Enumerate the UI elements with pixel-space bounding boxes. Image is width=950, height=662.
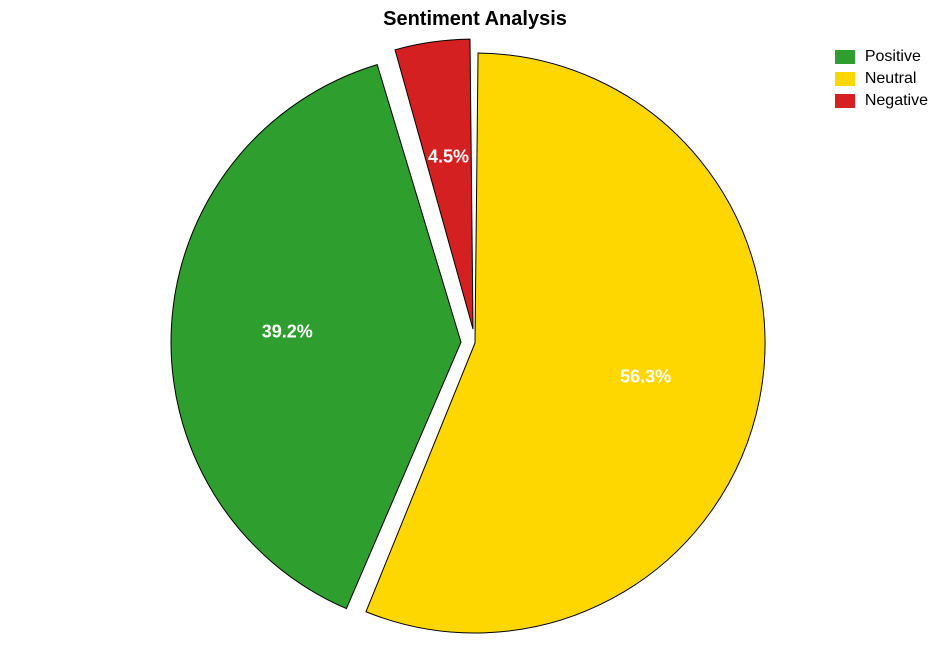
legend-swatch xyxy=(835,94,855,108)
slice-label-negative: 4.5% xyxy=(428,146,469,167)
slice-label-neutral: 56.3% xyxy=(620,367,671,388)
pie-chart xyxy=(0,0,950,662)
chart-container: Sentiment Analysis Positive Neutral Nega… xyxy=(0,0,950,662)
legend-label: Neutral xyxy=(865,70,917,88)
legend-swatch xyxy=(835,72,855,86)
legend-label: Negative xyxy=(865,92,928,110)
legend-label: Positive xyxy=(865,48,921,66)
legend: Positive Neutral Negative xyxy=(835,48,928,110)
legend-item: Neutral xyxy=(835,70,928,88)
legend-item: Negative xyxy=(835,92,928,110)
slice-label-positive: 39.2% xyxy=(262,322,313,343)
legend-item: Positive xyxy=(835,48,928,66)
legend-swatch xyxy=(835,50,855,64)
